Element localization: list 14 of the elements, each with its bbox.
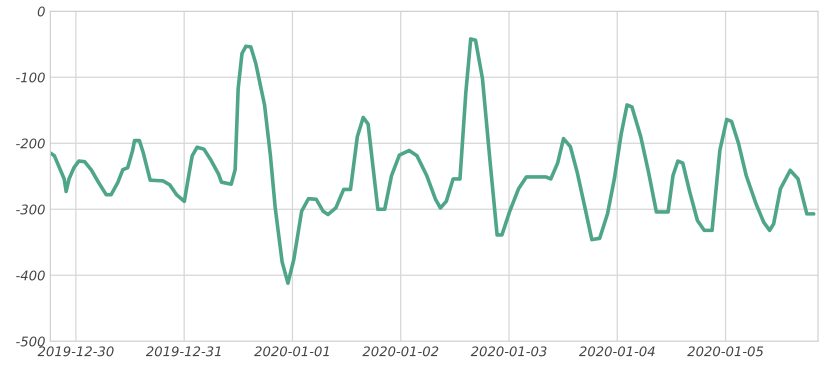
- x-tick-label: 2020-01-03: [470, 346, 546, 356]
- x-tick-label: 2019-12-31: [146, 346, 221, 356]
- x-tick-label: 2020-01-01: [254, 346, 329, 356]
- y-tick-label: -400: [16, 270, 45, 280]
- x-tick-label: 2019-12-30: [38, 346, 114, 356]
- y-tick-label: 0: [38, 6, 45, 16]
- x-tick-label: 2020-01-05: [687, 346, 764, 356]
- y-tick-label: -500: [16, 336, 45, 346]
- x-tick-label: 2020-01-04: [578, 346, 655, 356]
- line-series: [50, 37, 816, 285]
- y-tick-label: -200: [16, 138, 45, 148]
- x-tick-label: 2020-01-02: [362, 346, 438, 356]
- y-tick-label: -100: [16, 72, 45, 82]
- y-tick-label: -300: [16, 204, 45, 214]
